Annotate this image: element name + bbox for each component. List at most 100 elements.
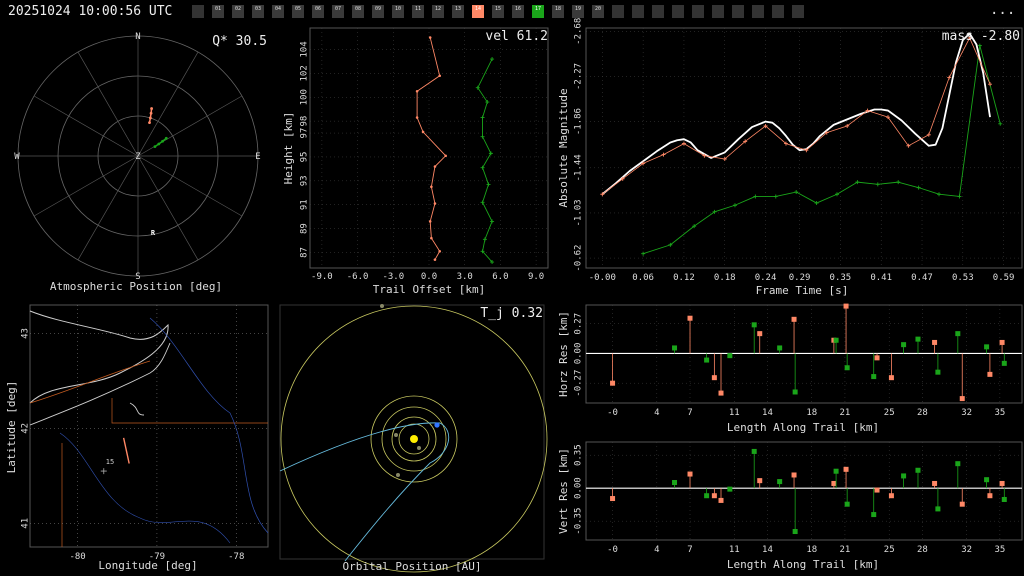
horz-series1-point bbox=[987, 371, 993, 377]
trail-series2-point bbox=[490, 260, 495, 265]
trail-series2-point bbox=[488, 151, 493, 156]
camera-slot-empty bbox=[632, 5, 644, 18]
trail-series2-point bbox=[480, 115, 485, 120]
mag-series1-point bbox=[722, 157, 727, 162]
polar-spoke bbox=[137, 51, 199, 157]
trail-series1-point bbox=[433, 165, 437, 168]
horz-series1-point bbox=[791, 316, 797, 322]
vert-frame bbox=[585, 441, 1023, 541]
mag-series2-point bbox=[814, 201, 819, 206]
horizontal-residual-series: -0 4 7 11 14 18 21 25 28 32 35 0.27 0.00 -0.27 bbox=[574, 303, 1022, 418]
trail-xtick: -3.0 bbox=[382, 272, 404, 282]
map-ytick: 41 bbox=[21, 518, 31, 529]
polar-track-station2-point bbox=[157, 142, 161, 146]
trail-series1-point bbox=[430, 236, 433, 240]
trail-xtick: -9.0 bbox=[311, 272, 333, 282]
planet-orbit bbox=[391, 416, 437, 462]
mag-series2-point bbox=[732, 203, 737, 208]
camera-toggle-17[interactable]: 17 bbox=[532, 5, 544, 18]
horz-series2-point bbox=[935, 369, 941, 375]
horz-ylabel: Horz Res [km] bbox=[557, 311, 570, 397]
trail-series2-point bbox=[490, 57, 495, 62]
mag-series2-point bbox=[773, 194, 778, 199]
mag-ytick: -2.68 bbox=[574, 18, 584, 45]
map-ground-track: -80 -79 -78 43 42 41 bbox=[21, 305, 268, 562]
camera-toggle-15[interactable]: 15 bbox=[492, 5, 504, 18]
camera-toggle-06[interactable]: 06 bbox=[312, 5, 324, 18]
camera-toggle-02[interactable]: 02 bbox=[232, 5, 244, 18]
mag-series1-point bbox=[865, 108, 870, 113]
polar-track-station1-point bbox=[148, 121, 151, 124]
vert-series1-point bbox=[711, 493, 717, 499]
horz-xtick: 4 bbox=[654, 408, 659, 418]
horz-series2-point bbox=[751, 322, 757, 328]
planet-orbit bbox=[398, 423, 430, 455]
horz-xtick: 35 bbox=[994, 408, 1005, 418]
camera-toggle-05[interactable]: 05 bbox=[292, 5, 304, 18]
horz-ytick: 0.00 bbox=[574, 343, 584, 365]
vert-series1-point bbox=[843, 466, 849, 472]
mag-series2-point bbox=[692, 224, 697, 229]
river-line bbox=[149, 317, 269, 534]
trail-series1-point bbox=[428, 220, 432, 223]
mag-xtick: 0.35 bbox=[830, 273, 852, 283]
mag-fit-line bbox=[601, 32, 991, 195]
camera-toggle-01[interactable]: 01 bbox=[212, 5, 224, 18]
mag-series2-point bbox=[753, 194, 758, 199]
horz-series2-point bbox=[727, 353, 733, 359]
map-frame bbox=[29, 304, 269, 548]
mag-ytick: -1.44 bbox=[574, 154, 584, 181]
north-label: N bbox=[135, 32, 140, 42]
map-xtick: -78 bbox=[228, 552, 244, 562]
mag-ytick: -2.27 bbox=[574, 63, 584, 90]
camera-toggle-18[interactable]: 18 bbox=[552, 5, 564, 18]
mag-series2-point bbox=[794, 190, 799, 195]
polar-track-station2-point bbox=[161, 139, 164, 143]
camera-toggle-12[interactable]: 12 bbox=[432, 5, 444, 18]
trail-xtick: 6.0 bbox=[492, 272, 508, 282]
mag-series2-point bbox=[916, 185, 921, 190]
camera-toggle-07[interactable]: 07 bbox=[332, 5, 344, 18]
camera-toggle-04[interactable]: 04 bbox=[272, 5, 284, 18]
trail-xlabel: Trail Offset [km] bbox=[373, 283, 486, 296]
camera-toggle-03[interactable]: 03 bbox=[252, 5, 264, 18]
camera-toggle-20[interactable]: 20 bbox=[592, 5, 604, 18]
camera-toggle-19[interactable]: 19 bbox=[572, 5, 584, 18]
vert-series2-point bbox=[751, 448, 757, 454]
map-xlabel: Longitude [deg] bbox=[98, 559, 197, 572]
orbit-drawing bbox=[279, 304, 548, 573]
vert-series1-point bbox=[959, 501, 965, 507]
vert-series1-point bbox=[874, 487, 880, 493]
horz-series1-point bbox=[932, 339, 938, 345]
trail-series1-point bbox=[433, 202, 437, 205]
mag-series2-point bbox=[937, 192, 942, 197]
radiant-marker: R bbox=[151, 229, 156, 237]
more-menu-button[interactable]: ... bbox=[990, 2, 1016, 18]
mag-series2-point bbox=[668, 242, 673, 247]
camera-toggle-10[interactable]: 10 bbox=[392, 5, 404, 18]
trail-ytick: 104 bbox=[300, 41, 310, 57]
camera-toggle-13[interactable]: 13 bbox=[452, 5, 464, 18]
mag-series2-point bbox=[896, 180, 901, 185]
vert-ytick: -0.35 bbox=[574, 508, 584, 535]
vert-series2-point bbox=[935, 506, 941, 512]
horz-series2-point bbox=[915, 336, 921, 342]
orbit-frame bbox=[279, 304, 545, 560]
trail-ylabel: Height [km] bbox=[282, 112, 295, 185]
camera-slot-empty bbox=[752, 5, 764, 18]
camera-toggle-09[interactable]: 09 bbox=[372, 5, 384, 18]
vert-series1-point bbox=[791, 472, 797, 478]
planet-marker bbox=[417, 446, 421, 450]
camera-toggle-14[interactable]: 14 bbox=[472, 5, 484, 18]
trail-ytick: 89 bbox=[300, 223, 310, 234]
atmospheric-position-plot: N S E W Z R Q* 30.5 Atmospheric Position… bbox=[14, 32, 267, 293]
trail-ytick: 98 bbox=[300, 116, 310, 127]
camera-toggle-08[interactable]: 08 bbox=[352, 5, 364, 18]
horz-xtick: -0 bbox=[607, 408, 618, 418]
camera-toggle-11[interactable]: 11 bbox=[412, 5, 424, 18]
camera-toggle-16[interactable]: 16 bbox=[512, 5, 524, 18]
polar-track-station2-point bbox=[153, 145, 157, 149]
mag-series2-point bbox=[712, 209, 717, 214]
trail-xtick: -6.0 bbox=[347, 272, 369, 282]
map-ylabel: Latitude [deg] bbox=[5, 381, 18, 474]
